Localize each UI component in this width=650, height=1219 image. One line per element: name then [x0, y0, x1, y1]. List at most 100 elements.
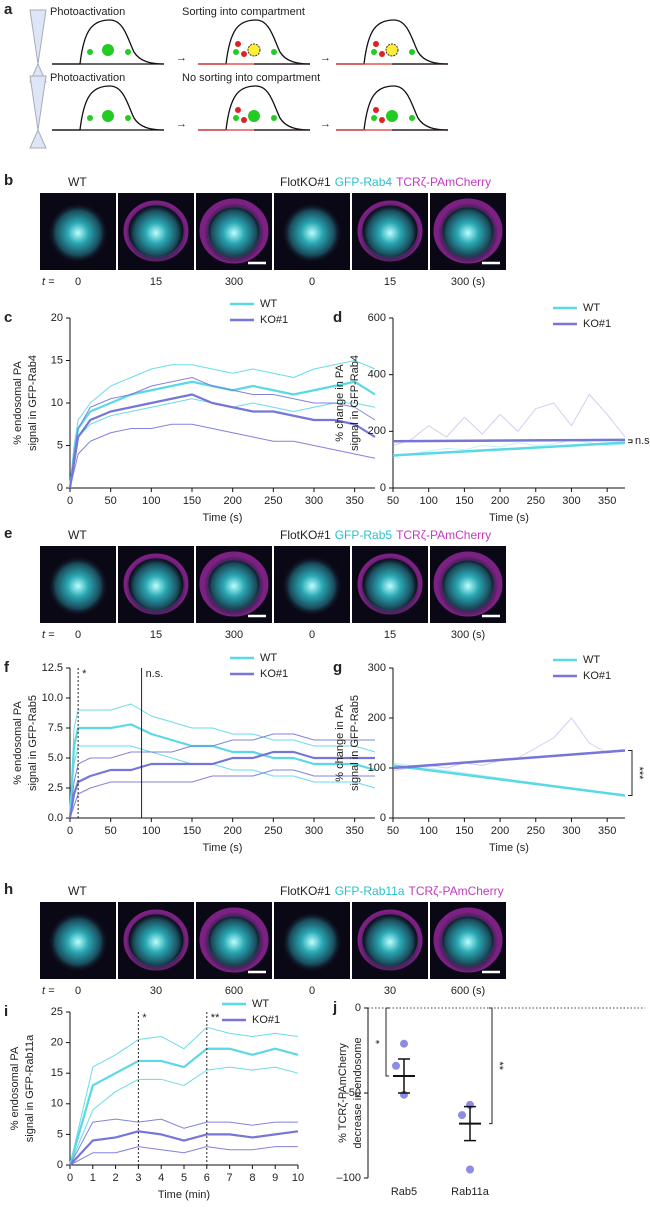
- time-label: 0: [309, 985, 315, 997]
- y-tick-label: 10: [51, 397, 63, 409]
- annotation: ***: [633, 767, 645, 781]
- time-label: 0: [75, 985, 81, 997]
- y-tick-label: 5.0: [48, 752, 63, 764]
- band-line: [69, 733, 375, 819]
- y-axis-label: signal in GFP-Rab5: [27, 695, 39, 791]
- y-tick-label: 7.5: [48, 722, 63, 734]
- caption-part: FlotKO#1: [280, 884, 331, 898]
- series-line: [68, 723, 376, 819]
- x-tick-label: 0: [67, 1172, 73, 1184]
- y-tick-label: 200: [368, 712, 386, 724]
- signal: [204, 556, 264, 616]
- x-tick-label: Rab5: [391, 1186, 417, 1198]
- y-axis-label: signal in GFP-Rab4: [349, 355, 361, 451]
- y-axis-label: decrease in endosome: [352, 1037, 364, 1148]
- x-tick-label: 1: [90, 1172, 96, 1184]
- time-label: 30: [384, 985, 396, 997]
- signal: [438, 203, 498, 263]
- signal: [48, 556, 108, 616]
- vesicle: [247, 43, 261, 57]
- panel-label: c: [4, 309, 12, 326]
- series-line: [392, 439, 626, 458]
- x-axis-label: Time (s): [203, 842, 243, 854]
- caption: WT: [68, 884, 87, 898]
- y-tick-label: 5: [57, 439, 63, 451]
- x-tick-label: 200: [491, 825, 509, 837]
- vesicle: [373, 41, 379, 47]
- vesicle: [271, 49, 277, 55]
- legend-label: KO#1: [583, 670, 611, 682]
- y-tick-label: –50: [343, 1087, 361, 1099]
- cell: [198, 19, 311, 65]
- caption: WT: [68, 175, 87, 189]
- x-tick-label: 50: [105, 495, 117, 507]
- caption-part: TCRζ-PAmCherry: [396, 528, 491, 542]
- x-tick-label: 3: [135, 1172, 141, 1184]
- x-tick-label: 150: [183, 825, 201, 837]
- vesicle: [102, 110, 114, 122]
- panel-label: e: [4, 525, 12, 542]
- x-tick-label: 0: [67, 495, 73, 507]
- band-line: [69, 769, 375, 819]
- x-tick-label: 350: [598, 825, 616, 837]
- y-tick-label: 5: [57, 1128, 63, 1140]
- y-tick-label: 0: [57, 1159, 63, 1171]
- fit-line: [392, 764, 626, 797]
- bracket: [385, 1007, 389, 1077]
- y-axis-label: % endosomal PA: [12, 361, 24, 445]
- x-tick-label: 8: [249, 1172, 255, 1184]
- x-tick-label: 300: [562, 825, 580, 837]
- caption: t =: [42, 276, 55, 288]
- x-tick-label: 6: [204, 1172, 210, 1184]
- x-axis-label: Time (min): [158, 1189, 210, 1201]
- y-tick-label: 0: [57, 482, 63, 494]
- x-tick-label: 350: [345, 825, 363, 837]
- band-line: [69, 360, 376, 489]
- x-tick-label: 150: [455, 825, 473, 837]
- x-tick-label: 300: [305, 495, 323, 507]
- signal: [360, 912, 420, 972]
- caption: Sorting into compartment: [182, 6, 305, 18]
- cell: [198, 85, 311, 131]
- arrow: →: [176, 52, 187, 64]
- x-tick-label: 250: [527, 495, 545, 507]
- time-label: 0: [309, 629, 315, 641]
- signal: [438, 556, 498, 616]
- series-line: [392, 717, 626, 771]
- cell: [52, 19, 165, 65]
- point: [392, 1061, 400, 1070]
- signal: [126, 912, 186, 972]
- vesicle: [409, 49, 415, 55]
- time-label: 0: [309, 276, 315, 288]
- y-axis-label: % endosomal PA: [12, 701, 24, 785]
- signal: [126, 556, 186, 616]
- legend-label: KO#1: [252, 1014, 280, 1026]
- y-tick-label: 600: [368, 312, 386, 324]
- light: [29, 9, 47, 65]
- y-tick-label: 0: [380, 812, 386, 824]
- x-tick-label: 9: [272, 1172, 278, 1184]
- y-tick-label: –100: [337, 1172, 361, 1184]
- time-label: 300 (s): [451, 629, 485, 641]
- x-tick-label: 300: [305, 825, 323, 837]
- vesicle: [241, 51, 247, 57]
- signal: [360, 203, 420, 263]
- time-label: 600 (s): [451, 985, 485, 997]
- series-line: [68, 1047, 299, 1166]
- y-axis-label: % TCRζ-PAmCherry: [337, 1043, 349, 1143]
- annotation: *: [142, 1012, 147, 1024]
- series-line: [68, 750, 375, 819]
- vesicle: [379, 117, 385, 123]
- legend-label: KO#1: [260, 668, 288, 680]
- x-tick-label: 350: [345, 495, 363, 507]
- caption: t =: [42, 985, 55, 997]
- legend-label: WT: [252, 998, 269, 1010]
- legend-label: WT: [260, 652, 277, 664]
- caption: t =: [42, 629, 55, 641]
- signal: [48, 912, 108, 972]
- x-tick-label: 100: [420, 495, 438, 507]
- panel-label: a: [4, 1, 13, 18]
- vesicle: [241, 117, 247, 123]
- legend-label: WT: [583, 654, 600, 666]
